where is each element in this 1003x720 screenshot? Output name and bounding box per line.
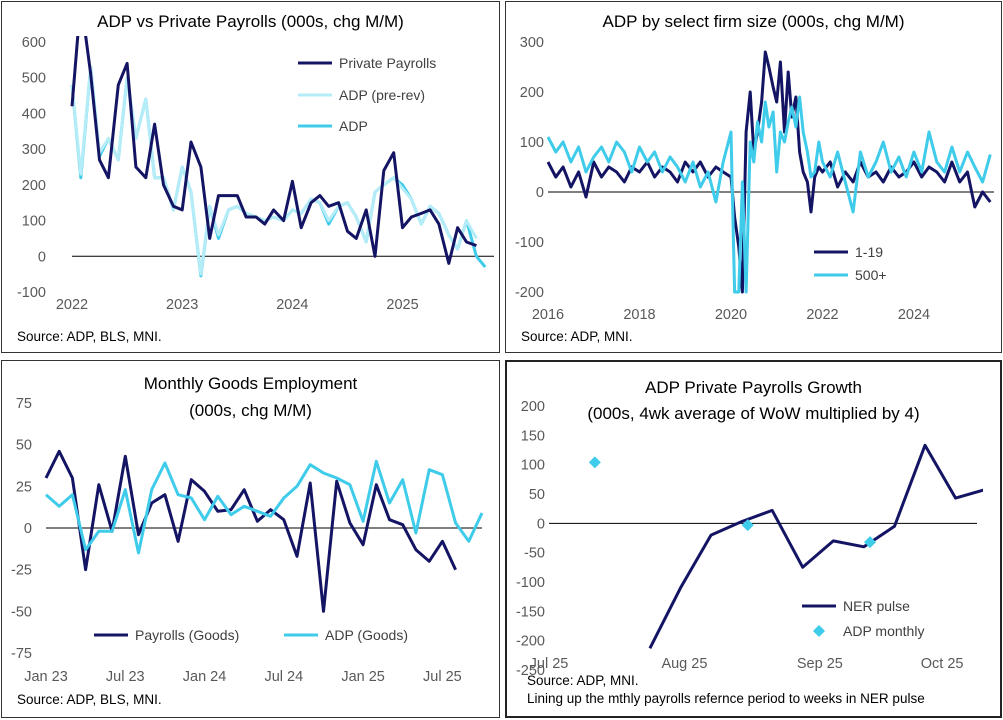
legend-item: ADP (pre-rev) <box>339 87 425 103</box>
y-tick-label: -25 <box>11 563 32 579</box>
x-tick-label: Jan 25 <box>341 669 385 685</box>
chart-source: Source: ADP, BLS, MNI. <box>17 329 162 344</box>
chart-title: Monthly Goods Employment <box>143 374 358 393</box>
chart-panel-ner-pulse: 200 150 100 50 0 -50 -100 -150 -200 -250 Jul 25 Aug… <box>505 360 1002 718</box>
chart-title: ADP vs Private Payrolls (000s, chg M/M) <box>97 12 404 31</box>
chart-subtitle: (000s, 4wk average of WoW multiplied by … <box>587 404 920 423</box>
chart-panel-firm-size: 300 200 100 0 -100 -200 2016 2018 2020 2022 2024 1-… <box>505 1 1002 353</box>
series-line-private-payrolls <box>70 36 477 265</box>
y-tick-label: 200 <box>520 85 544 101</box>
chart-source: Source: ADP, MNI. <box>527 673 639 688</box>
x-tick-label: Jul 23 <box>106 669 145 685</box>
y-tick-label: 400 <box>22 106 46 122</box>
chart-note: Lining up the mthly payrolls refernce pe… <box>527 691 925 706</box>
series-line-adp-pre-rev <box>70 65 478 276</box>
y-tick-label: -150 <box>516 604 545 620</box>
y-tick-label: 0 <box>24 521 32 537</box>
series-line-adp-goods <box>45 459 484 555</box>
y-tick-label: 0 <box>537 516 545 532</box>
y-tick-label: -100 <box>516 575 545 591</box>
x-tick-label: 2018 <box>623 307 655 323</box>
legend-item: Payrolls (Goods) <box>135 627 239 643</box>
x-tick-label: Jan 23 <box>24 669 68 685</box>
chart-title: ADP by select firm size (000s, chg M/M) <box>602 12 905 31</box>
x-tick-label: 2020 <box>715 307 747 323</box>
legend-item: ADP (Goods) <box>325 627 408 643</box>
y-tick-label: 100 <box>520 135 544 151</box>
chart-svg-2: 300 200 100 0 -100 -200 2016 2018 2020 2022 2024 1-… <box>515 35 994 323</box>
y-tick-label: 200 <box>521 399 545 415</box>
y-tick-label: 50 <box>529 487 545 503</box>
x-tick-label: Jan 24 <box>183 669 227 685</box>
legend-item: ADP <box>339 118 368 134</box>
data-point-diamond <box>864 536 876 549</box>
y-tick-label: -75 <box>11 646 32 662</box>
x-tick-label: 2024 <box>898 307 930 323</box>
y-tick-label: 50 <box>16 438 32 454</box>
y-tick-label: -100 <box>515 235 544 251</box>
y-tick-label: 100 <box>22 214 46 230</box>
x-tick-label: Sep 25 <box>797 656 843 672</box>
x-tick-label: Aug 25 <box>661 656 707 672</box>
x-tick-label: Jul 24 <box>264 669 303 685</box>
x-tick-label: Oct 25 <box>921 656 964 672</box>
y-tick-label: 150 <box>521 428 545 444</box>
y-tick-label: -50 <box>524 546 545 562</box>
x-tick-label: 2024 <box>276 297 308 313</box>
chart-source: Source: ADP, MNI. <box>521 329 633 344</box>
series-line-500 <box>546 95 992 294</box>
chart-title: ADP Private Payrolls Growth <box>645 378 862 397</box>
x-tick-label: 2016 <box>532 307 564 323</box>
series-line-ner-pulse <box>648 443 983 649</box>
y-tick-label: -200 <box>516 634 545 650</box>
y-tick-label: 25 <box>16 479 32 495</box>
x-tick-label: 2023 <box>166 297 198 313</box>
y-tick-label: 300 <box>520 35 544 51</box>
y-tick-label: 0 <box>536 185 544 201</box>
x-tick-label: 2022 <box>806 307 838 323</box>
series-line-payrolls-goods <box>44 449 457 613</box>
y-tick-label: 200 <box>22 178 46 194</box>
data-point-diamond <box>741 519 754 532</box>
y-tick-label: -50 <box>11 604 32 620</box>
series-line-1-19 <box>546 50 992 294</box>
data-point-diamond <box>588 456 601 469</box>
y-tick-label: 600 <box>22 35 46 51</box>
y-tick-label: -100 <box>17 285 46 301</box>
y-tick-label: 75 <box>16 396 32 412</box>
legend-item: Private Payrolls <box>339 55 436 71</box>
x-tick-label: 2022 <box>56 297 88 313</box>
chart-panel-adp-vs-private: 600 500 400 300 200 100 0 -100 2022 2023 2024 2025 P… <box>1 1 500 353</box>
y-tick-label: -200 <box>515 285 544 301</box>
y-tick-label: 300 <box>22 142 46 158</box>
y-tick-label: -250 <box>516 663 545 679</box>
chart-svg-1: 600 500 400 300 200 100 0 -100 2022 2023 2024 2025 P… <box>17 35 494 313</box>
x-tick-label: Jul 25 <box>530 656 569 672</box>
chart-source: Source: ADP, BLS, MNI. <box>17 692 162 707</box>
x-tick-label: 2025 <box>386 297 418 313</box>
y-tick-label: 100 <box>521 458 545 474</box>
legend-item: NER pulse <box>843 598 910 614</box>
x-tick-label: Jul 25 <box>423 669 462 685</box>
legend-item: 1-19 <box>855 244 883 260</box>
y-tick-label: 0 <box>38 249 46 265</box>
chart-svg-3: 75 50 25 0 -25 -50 -75 Jan 23 Jul 23 Jan 24 Jul 24… <box>11 396 484 685</box>
legend-item-swatch <box>813 625 825 637</box>
chart-subtitle: (000s, chg M/M) <box>189 401 312 420</box>
legend-item: ADP monthly <box>843 623 924 639</box>
chart-panel-goods-employment: 75 50 25 0 -25 -50 -75 Jan 23 Jul 23 Jan 24 Jul 24… <box>1 360 500 718</box>
legend-item: 500+ <box>855 267 887 283</box>
y-tick-label: 500 <box>22 71 46 87</box>
